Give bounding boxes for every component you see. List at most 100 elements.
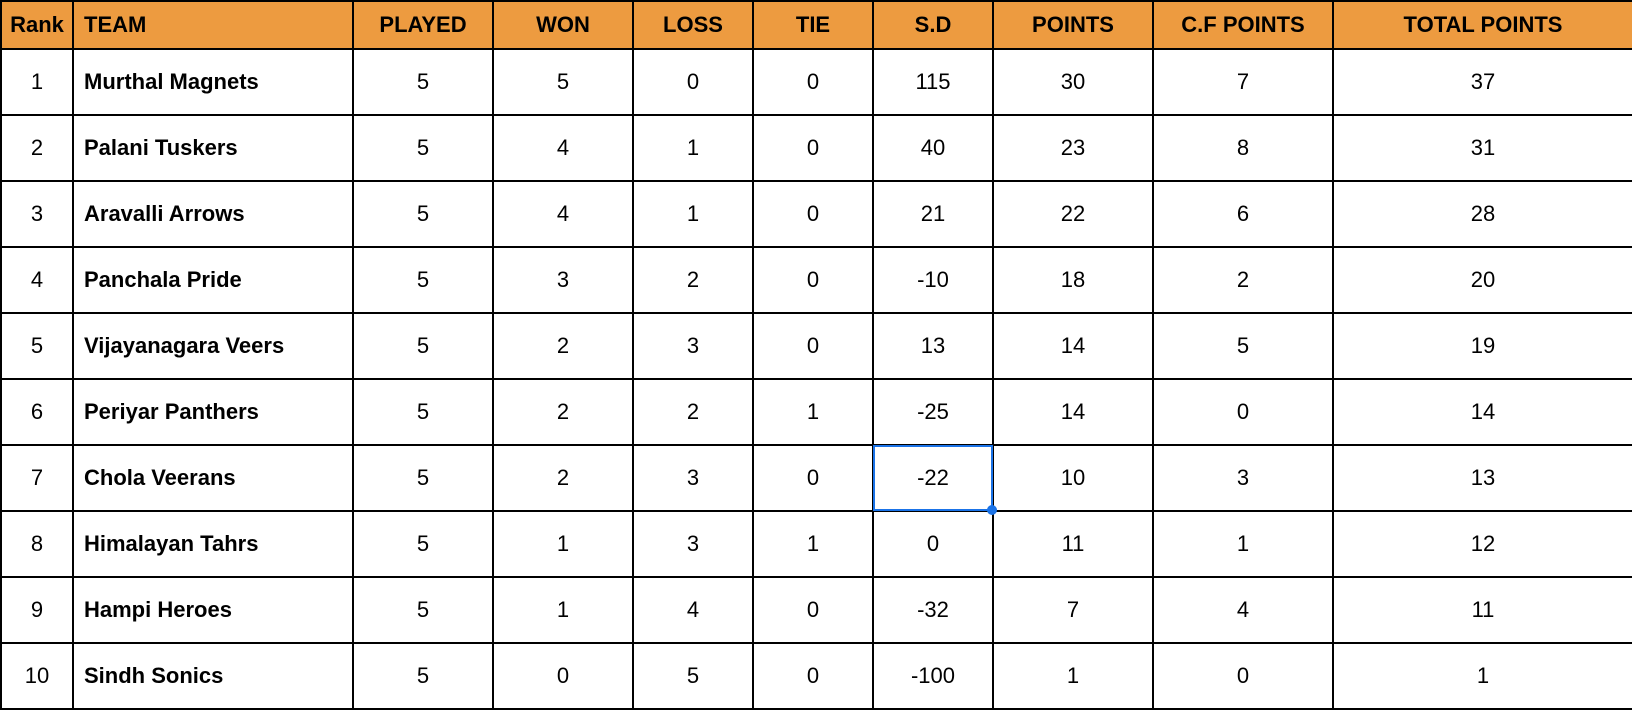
cell-sd[interactable]: -100 bbox=[873, 643, 993, 709]
cell-sd[interactable]: 115 bbox=[873, 49, 993, 115]
cell-won[interactable]: 4 bbox=[493, 115, 633, 181]
cell-cf[interactable]: 1 bbox=[1153, 511, 1333, 577]
cell-tie[interactable]: 1 bbox=[753, 511, 873, 577]
cell-cf[interactable]: 7 bbox=[1153, 49, 1333, 115]
cell-points[interactable]: 7 bbox=[993, 577, 1153, 643]
col-header-points[interactable]: POINTS bbox=[993, 1, 1153, 49]
cell-sd[interactable]: -10 bbox=[873, 247, 993, 313]
col-header-tie[interactable]: TIE bbox=[753, 1, 873, 49]
cell-rank[interactable]: 4 bbox=[1, 247, 73, 313]
cell-total[interactable]: 31 bbox=[1333, 115, 1632, 181]
cell-cf[interactable]: 5 bbox=[1153, 313, 1333, 379]
cell-total[interactable]: 37 bbox=[1333, 49, 1632, 115]
col-header-cf[interactable]: C.F POINTS bbox=[1153, 1, 1333, 49]
cell-loss[interactable]: 2 bbox=[633, 379, 753, 445]
cell-team[interactable]: Panchala Pride bbox=[73, 247, 353, 313]
cell-total[interactable]: 1 bbox=[1333, 643, 1632, 709]
cell-points[interactable]: 10 bbox=[993, 445, 1153, 511]
cell-loss[interactable]: 4 bbox=[633, 577, 753, 643]
cell-played[interactable]: 5 bbox=[353, 445, 493, 511]
cell-points[interactable]: 18 bbox=[993, 247, 1153, 313]
cell-won[interactable]: 3 bbox=[493, 247, 633, 313]
col-header-total[interactable]: TOTAL POINTS bbox=[1333, 1, 1632, 49]
cell-total[interactable]: 28 bbox=[1333, 181, 1632, 247]
cell-played[interactable]: 5 bbox=[353, 181, 493, 247]
cell-tie[interactable]: 0 bbox=[753, 577, 873, 643]
cell-team[interactable]: Periyar Panthers bbox=[73, 379, 353, 445]
cell-total[interactable]: 12 bbox=[1333, 511, 1632, 577]
cell-total[interactable]: 19 bbox=[1333, 313, 1632, 379]
cell-tie[interactable]: 0 bbox=[753, 643, 873, 709]
cell-cf[interactable]: 8 bbox=[1153, 115, 1333, 181]
cell-loss[interactable]: 5 bbox=[633, 643, 753, 709]
cell-sd[interactable]: -32 bbox=[873, 577, 993, 643]
cell-loss[interactable]: 3 bbox=[633, 445, 753, 511]
cell-played[interactable]: 5 bbox=[353, 511, 493, 577]
cell-rank[interactable]: 3 bbox=[1, 181, 73, 247]
cell-loss[interactable]: 3 bbox=[633, 511, 753, 577]
cell-sd[interactable]: 13 bbox=[873, 313, 993, 379]
col-header-loss[interactable]: LOSS bbox=[633, 1, 753, 49]
cell-tie[interactable]: 0 bbox=[753, 313, 873, 379]
cell-sd[interactable]: 21 bbox=[873, 181, 993, 247]
cell-loss[interactable]: 0 bbox=[633, 49, 753, 115]
cell-won[interactable]: 4 bbox=[493, 181, 633, 247]
cell-played[interactable]: 5 bbox=[353, 313, 493, 379]
cell-team[interactable]: Vijayanagara Veers bbox=[73, 313, 353, 379]
cell-total[interactable]: 20 bbox=[1333, 247, 1632, 313]
col-header-team[interactable]: TEAM bbox=[73, 1, 353, 49]
cell-total[interactable]: 13 bbox=[1333, 445, 1632, 511]
cell-team[interactable]: Palani Tuskers bbox=[73, 115, 353, 181]
cell-points[interactable]: 22 bbox=[993, 181, 1153, 247]
cell-team[interactable]: Aravalli Arrows bbox=[73, 181, 353, 247]
cell-played[interactable]: 5 bbox=[353, 115, 493, 181]
cell-tie[interactable]: 0 bbox=[753, 49, 873, 115]
cell-team[interactable]: Sindh Sonics bbox=[73, 643, 353, 709]
cell-cf[interactable]: 6 bbox=[1153, 181, 1333, 247]
col-header-rank[interactable]: Rank bbox=[1, 1, 73, 49]
cell-won[interactable]: 1 bbox=[493, 511, 633, 577]
cell-rank[interactable]: 8 bbox=[1, 511, 73, 577]
cell-loss[interactable]: 1 bbox=[633, 181, 753, 247]
cell-played[interactable]: 5 bbox=[353, 643, 493, 709]
cell-rank[interactable]: 7 bbox=[1, 445, 73, 511]
cell-tie[interactable]: 1 bbox=[753, 379, 873, 445]
cell-cf[interactable]: 4 bbox=[1153, 577, 1333, 643]
cell-total[interactable]: 14 bbox=[1333, 379, 1632, 445]
cell-total[interactable]: 11 bbox=[1333, 577, 1632, 643]
col-header-won[interactable]: WON bbox=[493, 1, 633, 49]
cell-loss[interactable]: 1 bbox=[633, 115, 753, 181]
cell-played[interactable]: 5 bbox=[353, 49, 493, 115]
cell-rank[interactable]: 2 bbox=[1, 115, 73, 181]
cell-won[interactable]: 2 bbox=[493, 445, 633, 511]
cell-played[interactable]: 5 bbox=[353, 577, 493, 643]
cell-points[interactable]: 14 bbox=[993, 313, 1153, 379]
cell-team[interactable]: Himalayan Tahrs bbox=[73, 511, 353, 577]
cell-rank[interactable]: 10 bbox=[1, 643, 73, 709]
cell-sd[interactable]: 40 bbox=[873, 115, 993, 181]
cell-won[interactable]: 2 bbox=[493, 313, 633, 379]
cell-won[interactable]: 0 bbox=[493, 643, 633, 709]
cell-won[interactable]: 5 bbox=[493, 49, 633, 115]
cell-cf[interactable]: 0 bbox=[1153, 643, 1333, 709]
cell-tie[interactable]: 0 bbox=[753, 115, 873, 181]
cell-sd[interactable]: -25 bbox=[873, 379, 993, 445]
cell-rank[interactable]: 6 bbox=[1, 379, 73, 445]
cell-cf[interactable]: 2 bbox=[1153, 247, 1333, 313]
cell-tie[interactable]: 0 bbox=[753, 445, 873, 511]
cell-cf[interactable]: 3 bbox=[1153, 445, 1333, 511]
cell-team[interactable]: Murthal Magnets bbox=[73, 49, 353, 115]
cell-sd[interactable]: 0 bbox=[873, 511, 993, 577]
cell-loss[interactable]: 2 bbox=[633, 247, 753, 313]
cell-sd[interactable]: -22 bbox=[873, 445, 993, 511]
cell-won[interactable]: 1 bbox=[493, 577, 633, 643]
cell-tie[interactable]: 0 bbox=[753, 247, 873, 313]
col-header-played[interactable]: PLAYED bbox=[353, 1, 493, 49]
cell-team[interactable]: Chola Veerans bbox=[73, 445, 353, 511]
cell-tie[interactable]: 0 bbox=[753, 181, 873, 247]
cell-cf[interactable]: 0 bbox=[1153, 379, 1333, 445]
cell-rank[interactable]: 5 bbox=[1, 313, 73, 379]
cell-points[interactable]: 1 bbox=[993, 643, 1153, 709]
cell-team[interactable]: Hampi Heroes bbox=[73, 577, 353, 643]
cell-points[interactable]: 11 bbox=[993, 511, 1153, 577]
